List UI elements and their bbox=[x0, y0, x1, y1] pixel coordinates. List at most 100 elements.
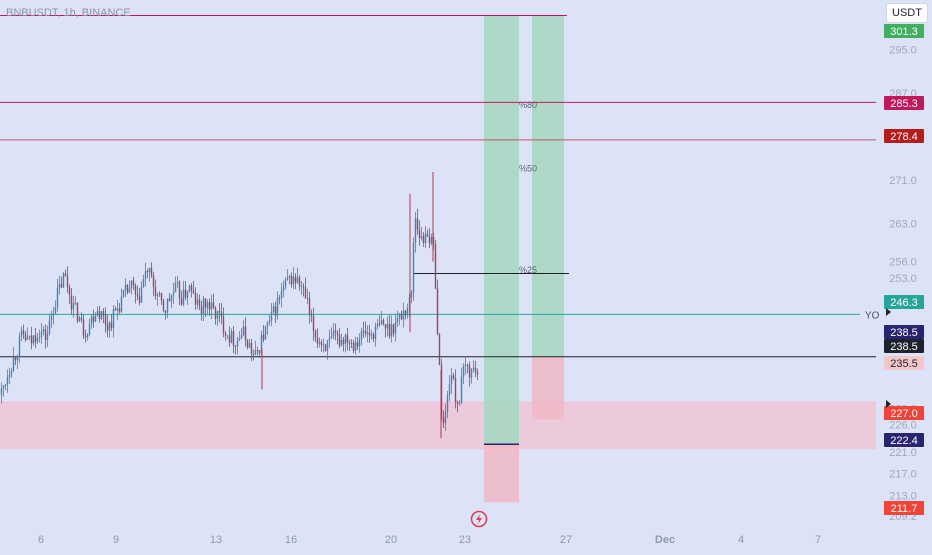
fib-label: %25 bbox=[519, 265, 537, 275]
candle-body bbox=[90, 316, 93, 325]
candle-body bbox=[42, 329, 45, 332]
price-badge-label: 238.5 bbox=[890, 327, 918, 339]
candle-body bbox=[404, 310, 407, 316]
candle-body bbox=[218, 310, 221, 313]
y-tick-label: 263.0 bbox=[889, 219, 917, 231]
candle-body bbox=[272, 306, 275, 312]
zone-sl-2 bbox=[532, 356, 564, 420]
candle-body bbox=[224, 332, 227, 336]
candle-body bbox=[382, 320, 385, 325]
price-badge-label: 301.3 bbox=[890, 26, 918, 38]
x-tick-label: Dec bbox=[655, 534, 675, 546]
candle-body bbox=[356, 342, 359, 347]
candle-body bbox=[52, 313, 55, 316]
candle-body bbox=[386, 323, 389, 329]
candle-body bbox=[304, 287, 307, 299]
candle-body bbox=[376, 323, 379, 327]
candle-body bbox=[278, 297, 281, 299]
candle-body bbox=[100, 311, 103, 319]
candle-body bbox=[368, 332, 371, 336]
candle-body bbox=[392, 324, 395, 334]
flash-icon[interactable] bbox=[470, 510, 488, 528]
candle-body bbox=[138, 296, 141, 303]
candle-body bbox=[190, 285, 193, 291]
zone-tp-1 bbox=[484, 15, 519, 445]
y-tick-label: 253.0 bbox=[889, 273, 917, 285]
candle-body bbox=[112, 308, 115, 329]
hline-label: YO bbox=[865, 310, 880, 321]
candle-body bbox=[262, 334, 265, 340]
candle-body bbox=[426, 233, 429, 237]
candle-body bbox=[366, 332, 369, 334]
fib-label: %50 bbox=[519, 163, 537, 173]
fib-labels-layer: %80 %50 %25 bbox=[519, 100, 537, 275]
candle-body bbox=[220, 312, 223, 317]
candle-body bbox=[74, 302, 77, 304]
price-axis[interactable]: 295.0287.0271.0263.0256.0253.0229.0226.0… bbox=[889, 45, 917, 523]
y-tick-label: 271.0 bbox=[889, 175, 917, 187]
candle-body bbox=[364, 330, 367, 334]
x-tick-label: 16 bbox=[285, 534, 297, 546]
candle-body bbox=[72, 302, 75, 310]
candle-body bbox=[30, 335, 33, 344]
candle-body bbox=[334, 330, 337, 333]
price-badge-label: 285.3 bbox=[890, 98, 918, 110]
price-badge bbox=[884, 24, 924, 38]
candle-body bbox=[184, 289, 187, 298]
price-badge-label: 238.5 bbox=[890, 341, 918, 353]
candle-body bbox=[324, 344, 327, 352]
candle-body bbox=[476, 372, 479, 375]
candle-body bbox=[2, 386, 5, 389]
candle-body bbox=[178, 281, 181, 299]
candle-body bbox=[156, 295, 159, 297]
symbol-title[interactable]: BNBUSDT, 1h, BINANCE bbox=[6, 7, 131, 19]
candle-body bbox=[166, 298, 169, 313]
x-tick-label: 6 bbox=[38, 534, 44, 546]
candle-body bbox=[318, 342, 321, 344]
candle-body bbox=[462, 365, 465, 377]
candle-body bbox=[76, 302, 79, 322]
candle-body bbox=[442, 416, 445, 424]
candle-body bbox=[196, 299, 199, 305]
candle-body bbox=[414, 218, 417, 243]
line-arrow-icon bbox=[886, 400, 891, 408]
candle-body bbox=[176, 281, 179, 284]
candle-body bbox=[338, 334, 341, 346]
candle-body bbox=[40, 331, 43, 338]
candle-body bbox=[198, 299, 201, 307]
candle-body bbox=[208, 302, 211, 310]
y-tick-label: 213.0 bbox=[889, 490, 917, 502]
price-badge-label: 235.5 bbox=[890, 358, 918, 370]
candle-body bbox=[234, 345, 237, 347]
y-tick-label: 221.0 bbox=[889, 447, 917, 459]
fib-label: %80 bbox=[519, 100, 537, 110]
candle-body bbox=[130, 280, 133, 288]
candle-body bbox=[150, 267, 153, 276]
candle-body bbox=[62, 273, 65, 288]
candle-body bbox=[134, 285, 137, 295]
candle-body bbox=[170, 295, 173, 301]
candle-body bbox=[144, 271, 147, 279]
price-badge-label: 246.3 bbox=[890, 297, 918, 309]
candle-body bbox=[422, 236, 425, 244]
price-badge bbox=[884, 433, 924, 447]
price-badge bbox=[884, 325, 924, 339]
candle-body bbox=[306, 298, 309, 299]
candle-body bbox=[228, 335, 231, 343]
candle-body bbox=[460, 376, 463, 404]
currency-button[interactable]: USDT bbox=[886, 3, 928, 23]
x-tick-label: 7 bbox=[815, 534, 821, 546]
candle-body bbox=[240, 335, 243, 339]
time-axis[interactable]: 6 9 13 16 20 23 27 Dec 4 7 bbox=[38, 534, 821, 546]
zone-sl-1 bbox=[484, 444, 519, 503]
candle-body bbox=[86, 334, 89, 338]
candle-body bbox=[140, 287, 143, 303]
candle-body bbox=[288, 275, 291, 278]
candle-body bbox=[400, 313, 403, 320]
candle-body bbox=[214, 307, 217, 319]
candle-body bbox=[160, 293, 163, 301]
candle-body bbox=[444, 411, 447, 424]
candle-body bbox=[398, 313, 401, 318]
